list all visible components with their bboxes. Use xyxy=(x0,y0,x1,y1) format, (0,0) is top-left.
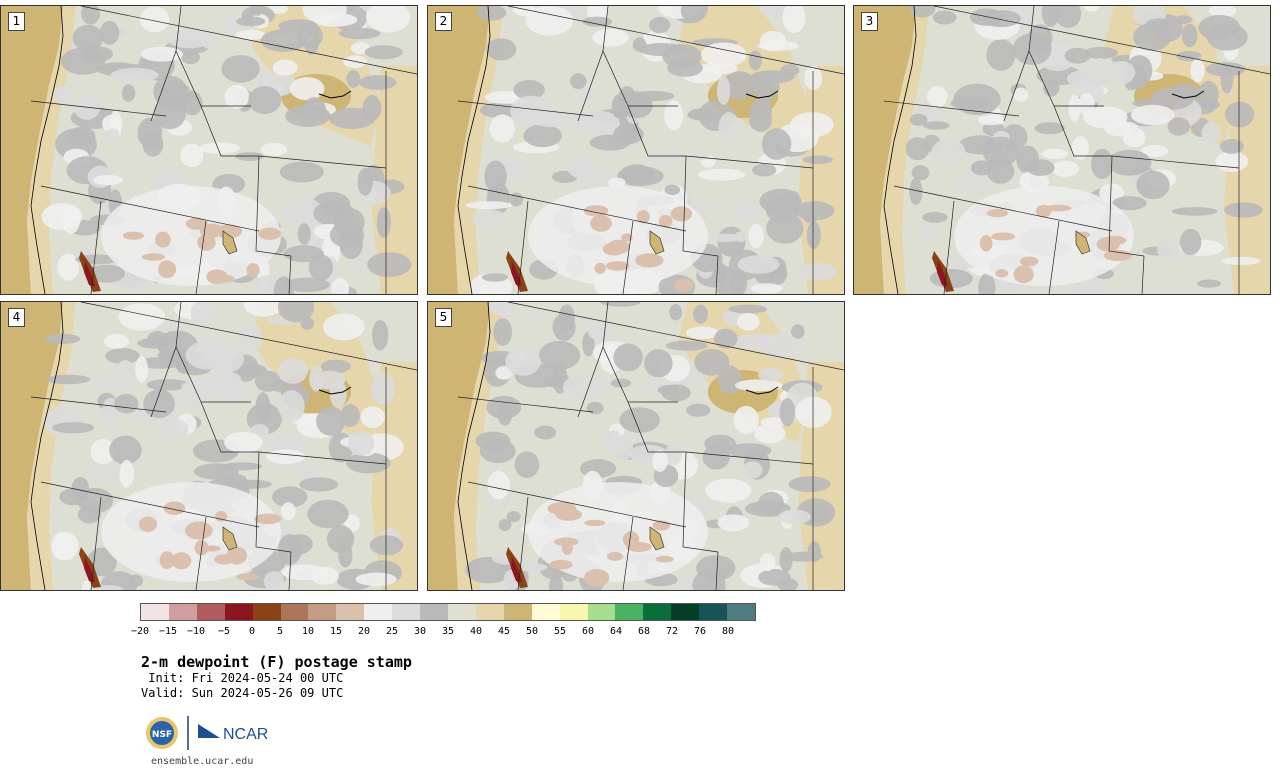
colorbar-tick-label: −5 xyxy=(217,626,231,637)
colorbar-tick-label: 15 xyxy=(329,626,343,637)
colorbar-tick-label: 20 xyxy=(357,626,371,637)
colorbar-segment xyxy=(392,604,421,620)
colorbar-tick-label: 50 xyxy=(525,626,539,637)
colorbar-segment xyxy=(503,604,532,620)
dewpoint-colorbar xyxy=(140,603,756,621)
colorbar-segment xyxy=(475,604,504,620)
colorbar-segment xyxy=(336,604,365,620)
colorbar-segment xyxy=(643,604,672,620)
dewpoint-map-1 xyxy=(1,6,417,294)
colorbar-tick-label: 68 xyxy=(637,626,651,637)
colorbar-tick-label: 80 xyxy=(721,626,735,637)
colorbar-segment xyxy=(308,604,337,620)
ensemble-member-panel-5: 5 xyxy=(427,301,845,591)
colorbar-segment xyxy=(252,604,281,620)
colorbar-segment xyxy=(280,604,309,620)
panel-number-label: 1 xyxy=(8,12,25,31)
ensemble-member-panel-2: 2 xyxy=(427,5,845,295)
colorbar-segment xyxy=(196,604,225,620)
nsf-ncar-logos: NSF NCAR xyxy=(146,716,268,750)
panel-number-label: 3 xyxy=(861,12,878,31)
colorbar-segment xyxy=(531,604,560,620)
ncar-logo-text: NCAR xyxy=(223,726,268,743)
colorbar-segment xyxy=(615,604,644,620)
colorbar-tick-label: −20 xyxy=(130,626,150,637)
colorbar-segment xyxy=(420,604,448,620)
dewpoint-map-4 xyxy=(1,302,417,590)
nsf-logo-text: NSF xyxy=(152,730,172,740)
colorbar-segment xyxy=(671,604,700,620)
colorbar-segment xyxy=(699,604,728,620)
colorbar-segment xyxy=(364,604,393,620)
website-url: ensemble.ucar.edu xyxy=(151,756,254,767)
colorbar-tick-label: 72 xyxy=(665,626,679,637)
colorbar-tick-label: 45 xyxy=(497,626,511,637)
plot-title: 2-m dewpoint (F) postage stamp xyxy=(141,653,412,671)
colorbar-segment xyxy=(168,604,197,620)
colorbar-segment xyxy=(447,604,476,620)
colorbar-tick-label: 25 xyxy=(385,626,399,637)
colorbar-segment xyxy=(727,604,755,620)
colorbar-segment xyxy=(224,604,253,620)
colorbar-tick-label: 5 xyxy=(276,626,284,637)
colorbar-tick-label: 64 xyxy=(609,626,623,637)
colorbar-tick-label: 10 xyxy=(301,626,315,637)
colorbar-tick-label: −15 xyxy=(158,626,178,637)
panel-number-label: 5 xyxy=(435,308,452,327)
colorbar-tick-label: −10 xyxy=(186,626,206,637)
dewpoint-map-3 xyxy=(854,6,1270,294)
colorbar-tick-label: 0 xyxy=(248,626,256,637)
dewpoint-map-5 xyxy=(428,302,844,590)
colorbar-segment xyxy=(141,604,169,620)
ensemble-member-panel-3: 3 xyxy=(853,5,1271,295)
ncar-logo-icon xyxy=(198,724,220,738)
valid-time: Valid: Sun 2024-05-26 09 UTC xyxy=(141,686,344,700)
colorbar-segment xyxy=(559,604,588,620)
panel-number-label: 2 xyxy=(435,12,452,31)
colorbar-tick-label: 55 xyxy=(553,626,567,637)
dewpoint-map-2 xyxy=(428,6,844,294)
ensemble-member-panel-1: 1 xyxy=(0,5,418,295)
init-time: Init: Fri 2024-05-24 00 UTC xyxy=(141,671,344,685)
colorbar-tick-label: 35 xyxy=(441,626,455,637)
colorbar-tick-labels: −20 −15 −10 −5 0 5 10 15 20 25 30 35 40 45 50 55 60 64 68 7… xyxy=(131,626,756,640)
colorbar-tick-label: 60 xyxy=(581,626,595,637)
ensemble-member-panel-4: 4 xyxy=(0,301,418,591)
colorbar-tick-label: 30 xyxy=(413,626,427,637)
colorbar-segment xyxy=(587,604,616,620)
colorbar-tick-label: 40 xyxy=(469,626,483,637)
colorbar-tick-label: 76 xyxy=(693,626,707,637)
panel-number-label: 4 xyxy=(8,308,25,327)
